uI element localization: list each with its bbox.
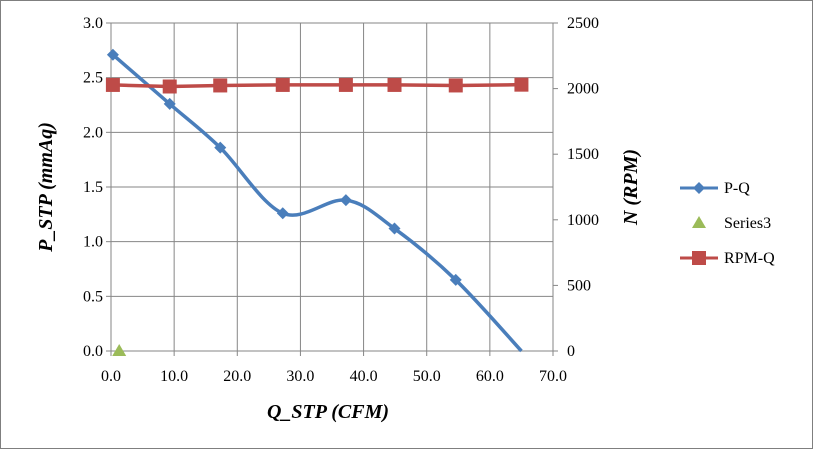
y-tick-label: 2.5: [83, 70, 103, 87]
legend-item-series3: Series3: [692, 215, 771, 232]
y-tick-label: 0.0: [83, 343, 103, 360]
x-tick-label: 0.0: [101, 368, 121, 385]
legend-label-series3: Series3: [724, 215, 771, 232]
data-point-p-q: [163, 97, 176, 110]
y2-tick-label: 0: [567, 343, 575, 360]
y2-tick-label: 500: [567, 277, 591, 294]
y2-tick-label: 2000: [567, 81, 599, 98]
series-line-rpm-q: [112, 82, 522, 89]
data-point-p-q: [388, 222, 401, 235]
y-tick-label: 3.0: [83, 15, 103, 32]
data-point-p-q: [449, 273, 462, 286]
x-tick-label: 20.0: [223, 368, 251, 385]
data-point-p-q: [276, 207, 289, 220]
data-point-series3: [112, 344, 127, 356]
data-point-rpm-q: [338, 77, 353, 92]
axes: [106, 22, 558, 356]
data-point-rpm-q: [213, 78, 228, 93]
y-tick-label: 2.0: [83, 124, 103, 141]
data-point-p-q: [106, 48, 119, 61]
data-point-rpm-q: [514, 77, 529, 92]
x-tick-label: 40.0: [350, 368, 378, 385]
legend-label-pq: P-Q: [724, 180, 750, 197]
legend: P-Q Series3 RPM-Q: [680, 180, 775, 267]
tick-labels: 0.0 10.0 20.0 30.0 40.0 50.0 60.0 70.0 0.0 0.5 1.0…: [83, 15, 599, 385]
data-point-rpm-q: [275, 77, 290, 92]
x-tick-label: 50.0: [413, 368, 441, 385]
y-axis-title: P_STP (mmAq): [35, 122, 57, 253]
y-tick-label: 0.5: [83, 288, 103, 305]
y-tick-label: 1.0: [83, 234, 103, 251]
series-layer: [105, 48, 529, 356]
legend-marker-series3: [692, 216, 706, 228]
x-tick-label: 10.0: [160, 368, 188, 385]
data-point-p-q: [339, 194, 352, 207]
legend-label-rpm: RPM-Q: [724, 250, 775, 267]
x-tick-label: 70.0: [539, 368, 567, 385]
x-tick-label: 30.0: [286, 368, 314, 385]
legend-marker-pq: [693, 182, 705, 194]
y2-tick-label: 2500: [567, 15, 599, 32]
x-tick-label: 60.0: [476, 368, 504, 385]
data-point-rpm-q: [448, 78, 463, 93]
legend-item-pq: P-Q: [680, 180, 750, 197]
y2-tick-label: 1500: [567, 146, 599, 163]
grid: [111, 22, 554, 351]
y-tick-label: 1.5: [83, 179, 103, 196]
x-axis-title: Q_STP (CFM): [267, 401, 389, 423]
legend-item-rpm: RPM-Q: [680, 250, 775, 267]
data-point-p-q: [214, 141, 227, 154]
data-point-rpm-q: [105, 77, 120, 92]
y2-axis-title: N (RPM): [620, 149, 642, 226]
legend-marker-rpm: [692, 251, 706, 265]
data-point-rpm-q: [162, 79, 177, 94]
y2-tick-label: 1000: [567, 212, 599, 229]
data-point-rpm-q: [387, 77, 402, 92]
